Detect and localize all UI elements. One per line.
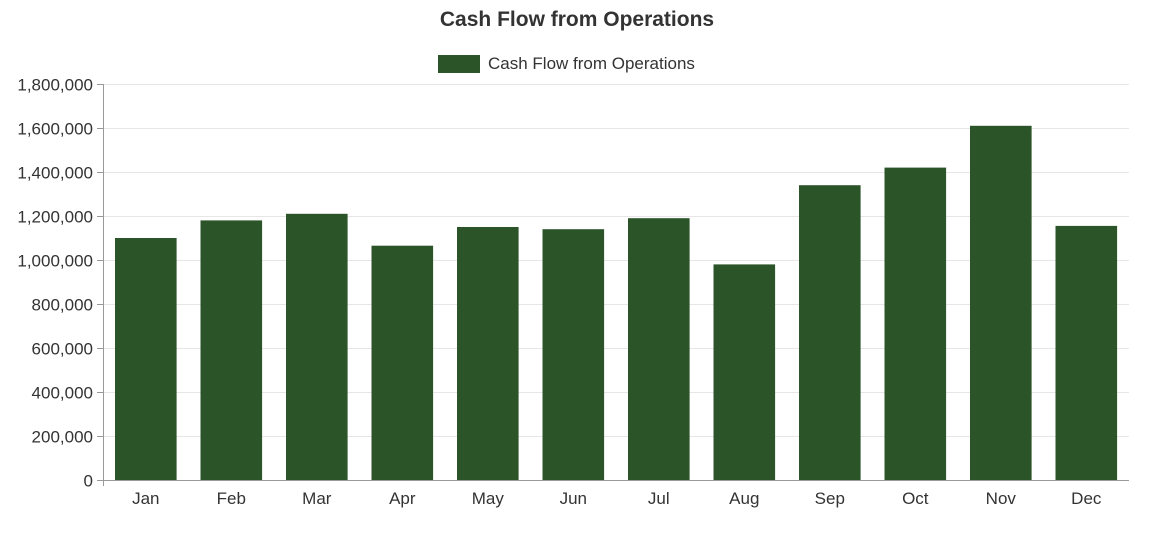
y-axis: 0 200,000 400,000 600,000 800,000 1,000,000 1,… xyxy=(17,76,104,491)
bar-nov[interactable] xyxy=(970,125,1032,481)
bar-may[interactable] xyxy=(457,227,519,480)
bar-feb[interactable] xyxy=(200,220,263,480)
x-axis: Jan Feb Mar Apr May Jun Jul Aug Sep Oct Nov Dec xyxy=(103,480,1129,508)
bar-dec[interactable] xyxy=(1055,225,1118,480)
y-tick-label: 1,400,000 xyxy=(17,164,93,183)
x-tick-label: Jan xyxy=(132,489,159,508)
y-tick-label: 1,800,000 xyxy=(17,76,93,95)
y-tick-label: 800,000 xyxy=(32,296,93,315)
x-tick-label: Jun xyxy=(560,489,587,508)
bar-jun[interactable] xyxy=(542,229,605,480)
y-tick-label: 0 xyxy=(84,472,93,491)
grid-lines xyxy=(103,84,1129,437)
x-tick-label: Jul xyxy=(648,489,670,508)
bar-apr[interactable] xyxy=(371,245,434,480)
y-tick-label: 200,000 xyxy=(32,428,93,447)
x-tick-label: Apr xyxy=(389,489,416,508)
chart-title: Cash Flow from Operations xyxy=(440,8,714,31)
x-tick-label: May xyxy=(472,489,505,508)
legend-label: Cash Flow from Operations xyxy=(488,54,695,73)
x-tick-label: Sep xyxy=(815,489,845,508)
bar-jul[interactable] xyxy=(628,218,690,480)
y-tick-label: 600,000 xyxy=(32,340,93,359)
y-tick-label: 400,000 xyxy=(32,384,93,403)
bar-aug[interactable] xyxy=(713,264,776,480)
x-tick-label: Aug xyxy=(729,489,759,508)
bar-oct[interactable] xyxy=(884,167,947,480)
bar-sep[interactable] xyxy=(799,185,861,480)
x-tick-label: Dec xyxy=(1071,489,1102,508)
y-tick-label: 1,200,000 xyxy=(17,208,93,227)
x-tick-label: Oct xyxy=(902,489,929,508)
x-tick-label: Feb xyxy=(217,489,246,508)
y-tick-label: 1,600,000 xyxy=(17,120,93,139)
bar-mar[interactable] xyxy=(286,213,348,481)
y-tick-label: 1,000,000 xyxy=(17,252,93,271)
x-tick-label: Mar xyxy=(302,489,332,508)
bar-jan[interactable] xyxy=(115,238,177,480)
bar-series xyxy=(115,125,1118,481)
legend[interactable]: Cash Flow from Operations xyxy=(438,54,695,73)
x-tick-label: Nov xyxy=(986,489,1017,508)
legend-swatch xyxy=(438,55,480,73)
